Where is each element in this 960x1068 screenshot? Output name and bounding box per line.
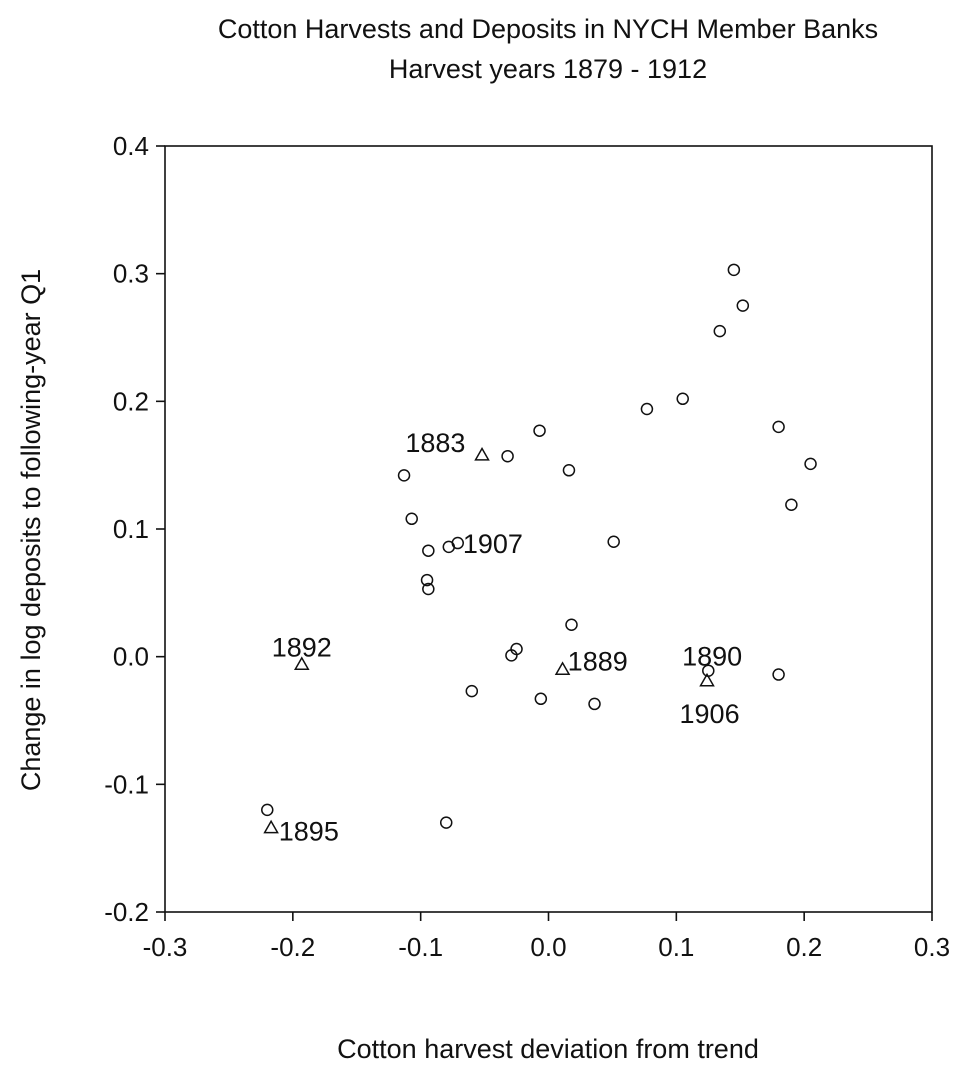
year-annotation: 1889 [568,646,628,676]
circle-point [397,469,411,482]
circle-point [422,582,435,596]
circle-point [736,299,750,312]
point-annotations: 1883 1907 1892 1889 1890 1906 1895 [272,428,742,846]
year-annotation: 1890 [682,641,742,671]
circle-point [534,692,548,706]
x-tick-label: 0.0 [530,932,566,962]
triangle-point [554,661,571,676]
x-tick-label: -0.3 [143,932,188,962]
y-tick-label: -0.2 [104,897,149,927]
y-axis-label: Change in log deposits to following-year… [16,269,46,791]
circle-point [562,464,576,477]
x-tick-label: -0.2 [270,932,315,962]
circle-point [422,544,435,557]
circle-point [420,573,434,587]
circle-point [804,457,817,471]
y-tick-label: 0.4 [113,131,149,161]
chart-subtitle: Harvest years 1879 - 1912 [389,54,707,84]
y-tick-label: 0.3 [113,259,149,289]
circle-point [588,697,601,711]
y-tick-label: 0.2 [113,386,149,416]
circle-point [439,816,453,829]
circle-point [565,618,578,631]
circle-point [261,803,274,817]
circle-point [772,668,785,681]
year-annotation: 1892 [272,632,332,662]
circle-point [772,420,785,434]
x-axis-label: Cotton harvest deviation from trend [337,1034,759,1064]
triangle-point [474,446,490,461]
triangle-point [699,672,715,687]
x-tick-label: 0.3 [914,932,950,962]
circle-point [533,424,546,437]
y-tick-label: 0.1 [113,514,149,544]
circle-point [785,498,798,511]
x-tick-label: -0.1 [398,932,443,962]
x-tick-label: 0.2 [786,932,822,962]
y-tick-label: -0.1 [104,769,149,799]
circle-point [727,263,741,277]
circle-point [607,535,620,549]
circle-point [465,684,479,698]
circle-point [676,392,689,406]
circle-point [640,402,654,416]
data-points [261,263,817,834]
plot-frame [164,145,933,913]
year-annotation: 1906 [680,699,740,729]
y-axis: -0.2 -0.1 0.0 0.1 0.2 0.3 0.4 [104,131,165,927]
year-annotation: 1895 [279,816,339,846]
year-annotation: 1907 [463,529,523,559]
chart-title: Cotton Harvests and Deposits in NYCH Mem… [218,14,878,44]
x-axis: -0.3 -0.2 -0.1 0.0 0.1 0.2 0.3 [143,912,950,962]
triangle-point [263,819,279,834]
circle-point [505,649,518,662]
circle-point [501,449,514,463]
circle-point [713,324,727,338]
circle-point [405,512,418,526]
circle-point [451,536,464,550]
y-tick-label: 0.0 [113,642,149,672]
x-tick-label: 0.1 [658,932,694,962]
triangle-point [293,656,310,670]
year-annotation: 1883 [405,428,465,458]
